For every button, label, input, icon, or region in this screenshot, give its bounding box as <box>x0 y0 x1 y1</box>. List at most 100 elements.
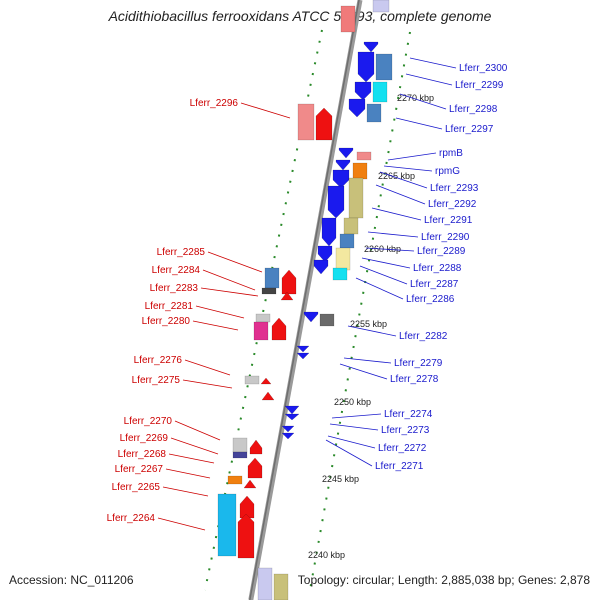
gene-label-right: Lferr_2288 <box>413 263 462 274</box>
gene-block-2267 <box>227 475 243 485</box>
gene-label-left: Lferr_2284 <box>152 265 201 276</box>
leader-line <box>355 277 404 300</box>
gene-arrow-2279 <box>296 345 310 353</box>
gene-label-right: Lferr_2279 <box>394 358 443 369</box>
gene-label-right: Lferr_2298 <box>449 104 498 115</box>
left-guide-dots <box>204 29 323 591</box>
genome-backbone-core <box>249 0 360 600</box>
gene-arrow-2272 <box>281 425 295 433</box>
gene-label-left: Lferr_2276 <box>134 355 183 366</box>
gene-label-right: Lferr_2292 <box>428 199 477 210</box>
gene-arrow-2282 <box>303 311 319 323</box>
gene-arrow-2300 <box>357 51 375 83</box>
gene-label-left: Lferr_2267 <box>115 464 164 475</box>
gene-label-right: Lferr_2290 <box>421 232 470 243</box>
gene-label-right: Lferr_2300 <box>459 63 508 74</box>
gene-arrow-2275 <box>261 391 275 401</box>
gene-arrow-2291 <box>327 185 345 219</box>
gene-arrow-2270 <box>249 439 263 455</box>
leader-line <box>361 257 411 269</box>
gene-label-right: Lferr_2274 <box>384 409 433 420</box>
gene-block-2296a <box>297 103 315 141</box>
gene-label-right: Lferr_2273 <box>381 425 430 436</box>
map-title: Acidithiobacillus ferrooxidans ATCC 5399… <box>108 8 492 24</box>
leader-line <box>399 93 447 110</box>
gene-arrow-2274 <box>284 405 300 415</box>
tick-label: 2250 kbp <box>334 397 371 407</box>
gene-block-2269 <box>232 451 248 459</box>
gene-block-bottom-lavender <box>257 567 273 600</box>
leader-line <box>192 320 239 331</box>
gene-arrow-top-blue <box>363 41 379 53</box>
leader-line <box>184 359 231 376</box>
gene-block-bottom-olive <box>273 573 289 600</box>
gene-block-2299 <box>375 53 393 81</box>
leader-line <box>195 305 245 319</box>
gene-label-left: Lferr_2270 <box>124 416 173 427</box>
gene-label-left: Lferr_2283 <box>150 283 199 294</box>
gene-label-left: Lferr_2296 <box>190 98 239 109</box>
leader-line <box>329 423 379 431</box>
leader-line <box>339 363 388 380</box>
gene-arrow-2280 <box>271 317 287 341</box>
gene-block-2298 <box>372 81 388 103</box>
gene-label-left: Lferr_2281 <box>145 301 194 312</box>
leader-line <box>174 420 221 441</box>
gene-label-right: Lferr_2291 <box>424 215 473 226</box>
leader-line <box>371 207 422 221</box>
gene-arrow-2293 <box>332 169 350 189</box>
leader-line <box>331 413 382 419</box>
gene-block-top-lavender <box>372 0 390 13</box>
gene-label-right: Lferr_2297 <box>445 124 494 135</box>
gene-block-2282 <box>319 313 335 327</box>
gene-arrow-2296 <box>315 107 333 141</box>
gene-label-left: Lferr_2265 <box>112 482 161 493</box>
gene-block-2293 <box>352 162 368 180</box>
gene-label-left: Lferr_2275 <box>132 375 181 386</box>
leader-line <box>325 439 373 467</box>
genome-backbone <box>248 0 363 600</box>
leader-line <box>379 171 428 189</box>
gene-label-right: rpmB <box>439 148 463 159</box>
gene-label-left: Lferr_2285 <box>157 247 206 258</box>
accession-label: Accession: NC_011206 <box>9 573 134 587</box>
gene-arrow-2285 <box>281 269 297 295</box>
gene-block-2286 <box>332 267 348 281</box>
leader-line <box>200 287 259 297</box>
leader-line <box>157 517 206 531</box>
gene-arrow-2268 <box>247 457 263 479</box>
tick-label: 2245 kbp <box>322 474 359 484</box>
gene-block-2270 <box>232 437 248 453</box>
gene-arrow-2276 <box>260 377 272 385</box>
gene-block-top-red <box>340 5 356 33</box>
leader-line <box>367 231 419 238</box>
gene-label-right: Lferr_2299 <box>455 80 504 91</box>
leader-line <box>182 379 233 389</box>
gene-block-2285 <box>264 267 280 289</box>
gene-label-right: Lferr_2287 <box>410 279 459 290</box>
gene-arrow-2273 <box>284 413 300 421</box>
gene-label-left: Lferr_2280 <box>142 316 191 327</box>
gene-label-right: Lferr_2271 <box>375 461 424 472</box>
gene-arrow-2283 <box>280 291 294 301</box>
gene-block-2288 <box>335 247 351 271</box>
tick-label: 2240 kbp <box>308 550 345 560</box>
gene-arrow-2298a <box>354 81 372 101</box>
gene-block-2292 <box>348 177 364 219</box>
leader-line <box>383 165 433 172</box>
gene-arrow-2271 <box>281 432 295 440</box>
leader-line <box>409 57 457 69</box>
leader-line <box>170 437 219 455</box>
tick-label: 2255 kbp <box>350 319 387 329</box>
tick-label: 2270 kbp <box>397 93 434 103</box>
gene-arrow-2267 <box>243 479 257 489</box>
gene-block-2264 <box>217 493 237 557</box>
gene-label-right: Lferr_2278 <box>390 374 439 385</box>
gene-block-2276 <box>244 375 260 385</box>
gene-label-right: Lferr_2282 <box>399 331 448 342</box>
leader-line <box>165 468 211 479</box>
gene-label-right: Lferr_2272 <box>378 443 427 454</box>
leader-line <box>207 251 263 273</box>
gene-arrow-rpmB <box>338 147 354 159</box>
